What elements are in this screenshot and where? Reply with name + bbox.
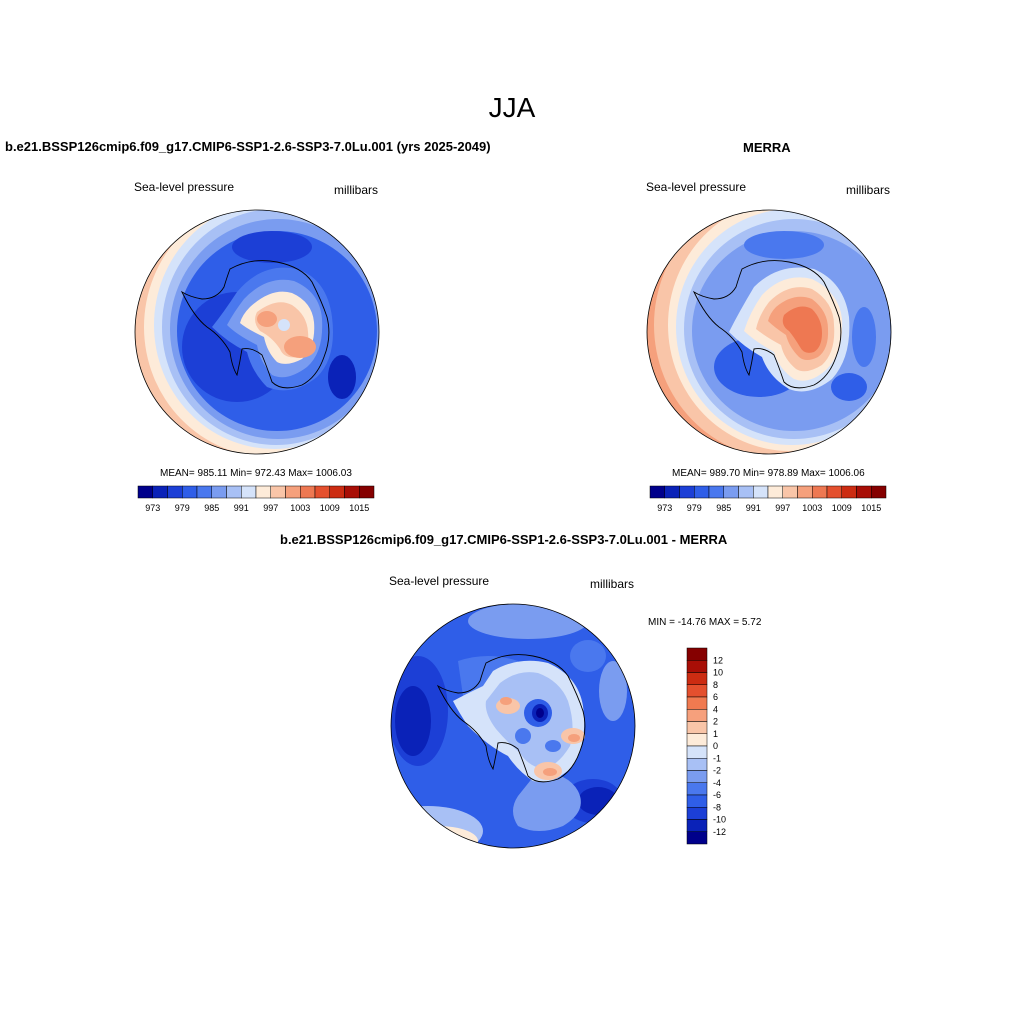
model-colorbar-label: 979 bbox=[175, 503, 190, 513]
obs-colorbar-label: 991 bbox=[746, 503, 761, 513]
obs-colorbar-swatch bbox=[856, 485, 872, 499]
obs-colorbar-swatch bbox=[767, 485, 783, 499]
diff-stats: MIN = -14.76 MAX = 5.72 bbox=[648, 617, 762, 628]
diff-panel-title: b.e21.BSSP126cmip6.f09_g17.CMIP6-SSP1-2.… bbox=[280, 532, 728, 547]
model-colorbar-label: 1009 bbox=[320, 503, 340, 513]
obs-polar-map bbox=[646, 209, 892, 455]
obs-colorbar-swatch bbox=[797, 485, 813, 499]
diff-colorbar-swatch bbox=[686, 709, 708, 722]
model-colorbar-swatch bbox=[300, 485, 316, 499]
model-panel-title: b.e21.BSSP126cmip6.f09_g17.CMIP6-SSP1-2.… bbox=[5, 139, 491, 154]
diff-colorbar-label: -8 bbox=[713, 802, 721, 812]
diff-colorbar-swatch bbox=[686, 831, 708, 845]
obs-colorbar-swatch bbox=[753, 485, 769, 499]
model-colorbar-swatch bbox=[241, 485, 257, 499]
model-colorbar-swatch bbox=[344, 485, 360, 499]
obs-stats: MEAN= 989.70 Min= 978.89 Max= 1006.06 bbox=[672, 468, 865, 479]
obs-colorbar-label: 1015 bbox=[861, 503, 881, 513]
model-colorbar-swatch bbox=[329, 485, 345, 499]
diff-colorbar-label: -4 bbox=[713, 778, 721, 788]
diff-colorbar-label: -6 bbox=[713, 790, 721, 800]
diff-colorbar-label: -2 bbox=[713, 766, 721, 776]
model-colorbar-label: 985 bbox=[204, 503, 219, 513]
obs-colorbar: 973 979 985 991 997 1003 1009 1015 bbox=[649, 485, 887, 513]
model-stats: MEAN= 985.11 Min= 972.43 Max= 1006.03 bbox=[160, 468, 352, 479]
diff-colorbar-label: 0 bbox=[713, 741, 718, 751]
obs-colorbar-swatch bbox=[782, 485, 798, 499]
model-colorbar-swatch bbox=[167, 485, 183, 499]
model-colorbar-swatch bbox=[211, 485, 227, 499]
diff-colorbar-swatch bbox=[686, 660, 708, 673]
model-polar-map bbox=[134, 209, 380, 455]
diff-colorbar-swatch bbox=[686, 721, 708, 734]
diff-colorbar-swatch bbox=[686, 672, 708, 685]
diff-colorbar-label: 8 bbox=[713, 680, 718, 690]
diff-variable-label: Sea-level pressure bbox=[389, 574, 490, 588]
model-colorbar-swatch bbox=[255, 485, 271, 499]
diff-colorbar-label: 4 bbox=[713, 704, 718, 714]
main-title: JJA bbox=[488, 92, 536, 123]
model-units-label: millibars bbox=[334, 183, 379, 197]
diff-colorbar-swatch bbox=[686, 684, 708, 698]
diff-colorbar-label: 10 bbox=[713, 668, 723, 678]
diff-colorbar-label: 2 bbox=[713, 717, 718, 727]
obs-colorbar-label: 997 bbox=[775, 503, 790, 513]
model-colorbar-label: 991 bbox=[234, 503, 249, 513]
obs-colorbar-swatch bbox=[826, 485, 842, 499]
diff-colorbar-label: 1 bbox=[713, 729, 718, 739]
diff-colorbar-label: 6 bbox=[713, 692, 718, 702]
diff-colorbar-swatch bbox=[686, 647, 708, 661]
obs-variable-label: Sea-level pressure bbox=[646, 180, 747, 194]
diff-colorbar-swatch bbox=[686, 745, 708, 759]
model-colorbar-swatch bbox=[314, 485, 330, 499]
model-colorbar-swatch bbox=[137, 485, 153, 499]
model-colorbar-label: 1015 bbox=[349, 503, 369, 513]
model-colorbar-label: 973 bbox=[145, 503, 160, 513]
diff-polar-map bbox=[390, 603, 636, 849]
model-colorbar-swatch bbox=[196, 485, 212, 499]
diff-colorbar-swatch bbox=[686, 696, 708, 710]
model-colorbar-swatch bbox=[359, 485, 375, 499]
model-variable-label: Sea-level pressure bbox=[134, 180, 235, 194]
diff-colorbar-swatch bbox=[686, 819, 708, 832]
obs-colorbar-swatch bbox=[679, 485, 695, 499]
model-colorbar-swatch bbox=[285, 485, 301, 499]
model-colorbar-swatch bbox=[226, 485, 242, 499]
diff-colorbar-label: -12 bbox=[713, 827, 726, 837]
obs-colorbar-label: 973 bbox=[657, 503, 672, 513]
model-colorbar-swatch bbox=[270, 485, 286, 499]
obs-colorbar-swatch bbox=[841, 485, 857, 499]
obs-colorbar-swatch bbox=[694, 485, 710, 499]
diff-colorbar-swatch bbox=[686, 794, 708, 808]
diff-colorbar-label: -10 bbox=[713, 815, 726, 825]
model-colorbar-label: 1003 bbox=[290, 503, 310, 513]
model-colorbar-swatch bbox=[182, 485, 198, 499]
obs-colorbar-swatch bbox=[664, 485, 680, 499]
diff-units-label: millibars bbox=[590, 577, 635, 591]
obs-colorbar-swatch bbox=[723, 485, 739, 499]
obs-colorbar-swatch bbox=[738, 485, 754, 499]
obs-colorbar-swatch bbox=[708, 485, 724, 499]
model-colorbar: 973 979 985 991 997 1003 1009 1015 bbox=[137, 485, 375, 513]
obs-panel-title: MERRA bbox=[743, 140, 791, 155]
diff-colorbar-swatch bbox=[686, 782, 708, 796]
model-colorbar-label: 997 bbox=[263, 503, 278, 513]
diff-colorbar-swatch bbox=[686, 770, 708, 783]
diff-colorbar-label: 12 bbox=[713, 655, 723, 665]
obs-colorbar-swatch bbox=[812, 485, 828, 499]
obs-colorbar-label: 1009 bbox=[832, 503, 852, 513]
obs-colorbar-swatch bbox=[649, 485, 665, 499]
diff-colorbar-swatch bbox=[686, 758, 708, 771]
obs-colorbar-swatch bbox=[871, 485, 887, 499]
model-colorbar-swatch bbox=[152, 485, 168, 499]
obs-units-label: millibars bbox=[846, 183, 891, 197]
diff-colorbar-label: -1 bbox=[713, 753, 721, 763]
diff-colorbar-swatch bbox=[686, 807, 708, 820]
obs-colorbar-label: 1003 bbox=[802, 503, 822, 513]
obs-colorbar-label: 985 bbox=[716, 503, 731, 513]
obs-colorbar-label: 979 bbox=[687, 503, 702, 513]
diff-colorbar-swatch bbox=[686, 733, 708, 747]
